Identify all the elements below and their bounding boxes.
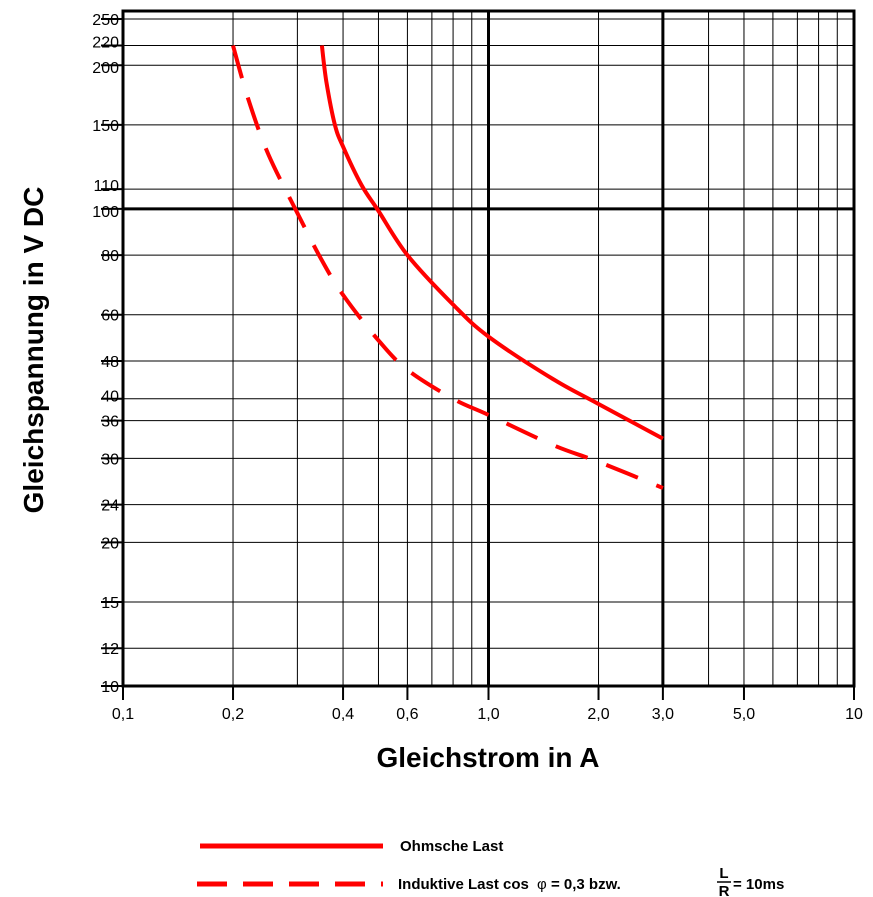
x-tick-label: 10 <box>845 706 863 723</box>
y-tick-label: 250 <box>92 12 119 29</box>
y-tick-label: 20 <box>101 535 119 552</box>
y-tick-label: 30 <box>101 451 119 468</box>
y-tick-label: 48 <box>101 354 119 371</box>
x-tick-label: 1,0 <box>477 706 499 723</box>
y-tick-label: 200 <box>92 60 119 77</box>
legend-dashed-suffix: = 10ms <box>733 876 784 893</box>
x-axis-title: Gleichstrom in A <box>376 742 599 773</box>
legend-dashed-mid: = 0,3 bzw. <box>551 876 621 893</box>
legend-frac-numerator: L <box>719 865 728 882</box>
x-tick-label: 5,0 <box>733 706 755 723</box>
legend-dashed-prefix: Induktive Last cos <box>398 876 529 893</box>
y-tick-label: 10 <box>101 679 119 696</box>
y-tick-label: 12 <box>101 641 119 658</box>
legend: Ohmsche Last Induktive Last cos φ = 0,3 … <box>197 838 784 897</box>
x-tick-label: 2,0 <box>587 706 609 723</box>
x-tick-label: 0,1 <box>112 706 134 723</box>
x-tick-label: 0,6 <box>396 706 418 723</box>
legend-phi: φ <box>537 876 547 893</box>
x-tick-label: 0,4 <box>332 706 354 723</box>
y-axis-title: Gleichspannung in V DC <box>18 187 49 514</box>
y-tick-label: 24 <box>101 498 119 515</box>
legend-frac-denominator: R <box>719 883 730 897</box>
y-tick-label: 15 <box>101 595 119 612</box>
y-tick-label: 36 <box>101 414 119 431</box>
series-line-induktive-last <box>231 44 664 490</box>
legend-solid-label: Ohmsche Last <box>400 838 503 855</box>
grid <box>121 9 856 688</box>
series <box>231 44 664 490</box>
series-line-ohmsche-last <box>319 45 664 441</box>
x-tick-label: 0,2 <box>222 706 244 723</box>
legend-dashed-label: Induktive Last cos φ = 0,3 bzw. <box>398 876 621 893</box>
y-tick-label: 60 <box>101 308 119 325</box>
x-tick-label: 3,0 <box>652 706 674 723</box>
y-tick-label: 80 <box>101 248 119 265</box>
y-tick-label: 220 <box>92 34 119 51</box>
y-tick-label: 100 <box>92 204 119 221</box>
axis-ticks: 250 220 200 150 110 100 80 60 48 40 36 30 24 20 15 12 10… <box>92 12 863 723</box>
y-tick-label: 110 <box>93 178 119 195</box>
y-tick-label: 150 <box>92 118 119 135</box>
y-tick-label: 40 <box>101 389 119 406</box>
